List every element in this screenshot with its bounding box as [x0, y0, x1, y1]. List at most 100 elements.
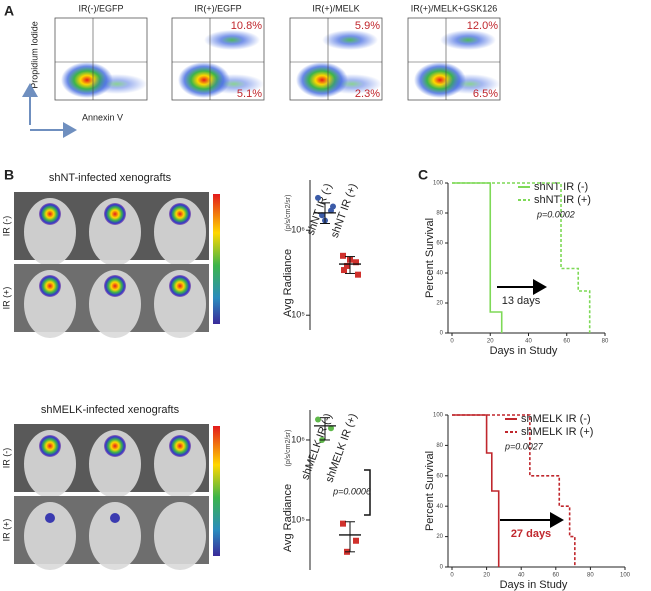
x-tick-label: 40 — [525, 339, 532, 345]
legend-label: shMELK IR (-) — [521, 413, 591, 425]
x-tick-label: 100 — [620, 573, 631, 579]
axis-label: Annexin V — [82, 112, 123, 122]
x-tick-label: 0 — [450, 339, 454, 345]
survival-curve — [452, 182, 591, 333]
cell-cloud — [440, 74, 500, 94]
percent-label: 2.3% — [355, 88, 380, 100]
percent-label: 5.1% — [237, 88, 262, 100]
axis-unit: (p/s/cm2/sr) — [285, 195, 292, 232]
bioluminescence — [110, 513, 120, 523]
cell-cloud — [322, 74, 382, 94]
cell-cloud — [204, 74, 264, 94]
percent-label: 12.0% — [467, 20, 498, 32]
x-tick-label: 80 — [602, 339, 609, 345]
data-point — [330, 203, 336, 210]
cell-cloud — [322, 30, 378, 50]
axis-label: Propidium Iodide — [29, 21, 39, 89]
y-tick-label: 100 — [433, 181, 444, 187]
mouse-body — [24, 502, 76, 570]
y-tick-label: 0 — [440, 565, 444, 571]
survival-curve — [452, 414, 500, 567]
mouse-body — [154, 502, 206, 570]
panel-label: B — [4, 167, 14, 183]
mouse-body — [154, 198, 206, 266]
bioluminescence — [169, 275, 191, 297]
cell-cloud — [204, 30, 260, 50]
x-tick-label: 40 — [518, 573, 525, 579]
annotation: 27 days — [511, 528, 551, 540]
bioluminescence — [104, 275, 126, 297]
legend-label: shMELK IR (+) — [521, 426, 593, 438]
x-tick-label: 60 — [563, 339, 570, 345]
y-tick-label: 10⁵ — [291, 310, 305, 320]
axis-label: Percent Survival — [424, 451, 436, 531]
panel-label: C — [418, 167, 428, 183]
x-tick-label: 80 — [587, 573, 594, 579]
row-label: IR (-) — [1, 448, 11, 469]
p-value: p=0.0006 — [332, 486, 371, 496]
mouse-body — [154, 270, 206, 338]
axis-label: Percent Survival — [424, 218, 436, 298]
bracket — [364, 469, 371, 516]
row-label: IR (-) — [1, 216, 11, 237]
axis-unit: (p/s/cm2/sr) — [285, 430, 292, 467]
color-bar — [213, 194, 220, 324]
mouse-body — [24, 198, 76, 266]
percent-label: 10.8% — [231, 20, 262, 32]
bioluminescence — [39, 435, 61, 457]
bioluminescence — [39, 275, 61, 297]
x-tick-label: 60 — [552, 573, 559, 579]
percent-label: 6.5% — [473, 88, 498, 100]
plot-title: IR(+)/MELK — [312, 3, 359, 13]
data-point — [353, 259, 359, 266]
mouse-body — [89, 270, 141, 338]
y-tick-label: 40 — [436, 271, 443, 277]
y-tick-label: 20 — [436, 301, 443, 307]
data-point — [355, 271, 361, 278]
color-bar — [213, 426, 220, 556]
row-label: IR (+) — [1, 287, 11, 310]
y-tick-label: 80 — [436, 443, 443, 449]
data-point — [340, 252, 346, 259]
bioluminescence — [104, 203, 126, 225]
y-tick-label: 60 — [436, 241, 443, 247]
p-value: p=0.0002 — [536, 209, 575, 219]
y-tick-label: 80 — [436, 211, 443, 217]
data-point — [328, 425, 334, 432]
group-title: shNT-infected xenografts — [49, 172, 172, 184]
bioluminescence — [104, 435, 126, 457]
y-tick-label: 10⁶ — [291, 225, 305, 235]
survival-curve — [452, 414, 576, 567]
mouse-body — [154, 430, 206, 498]
annotation: 13 days — [502, 295, 541, 307]
bioluminescence — [45, 513, 55, 523]
x-tick-label: 0 — [450, 573, 454, 579]
plot-title: IR(-)/EGFP — [79, 3, 124, 13]
data-point — [315, 416, 321, 423]
y-tick-label: 10⁵ — [291, 514, 305, 524]
axis-label: Avg Radiance — [282, 484, 294, 552]
plot-title: IR(+)/MELK+GSK126 — [411, 3, 498, 13]
cell-cloud — [87, 74, 147, 94]
data-point — [340, 520, 346, 527]
plot-title: IR(+)/EGFP — [194, 3, 241, 13]
data-point — [319, 212, 325, 219]
axis-label: Avg Radiance — [282, 249, 294, 317]
mouse-body — [89, 502, 141, 570]
axis-label: Days in Study — [500, 579, 568, 591]
data-point — [344, 262, 350, 269]
mouse-body — [89, 430, 141, 498]
data-point — [341, 267, 347, 274]
p-value: p=0.0027 — [504, 441, 544, 451]
axis-label: Days in Study — [490, 345, 558, 357]
bioluminescence — [169, 203, 191, 225]
y-tick-label: 60 — [436, 473, 443, 479]
x-tick-label: 20 — [487, 339, 494, 345]
percent-label: 5.9% — [355, 20, 380, 32]
group-title: shMELK-infected xenografts — [41, 404, 180, 416]
data-point — [353, 537, 359, 544]
legend-label: shNT IR (+) — [534, 194, 591, 206]
bioluminescence — [169, 435, 191, 457]
mouse-body — [89, 198, 141, 266]
data-point — [315, 194, 321, 201]
